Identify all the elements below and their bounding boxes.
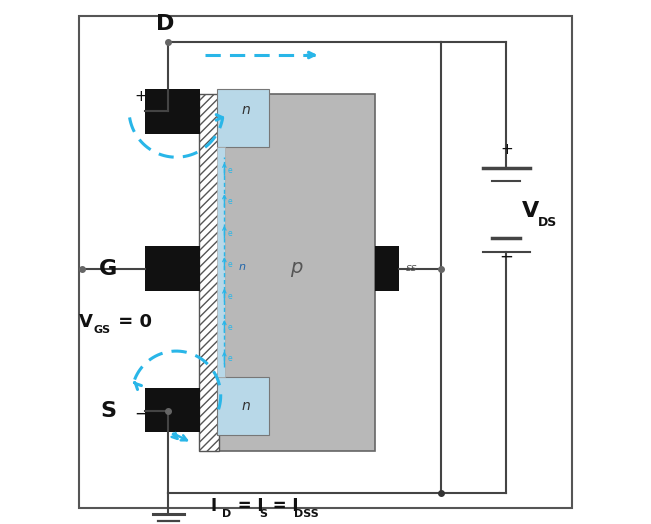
Bar bbox=[145, 89, 200, 134]
Bar bbox=[145, 246, 200, 291]
Text: GS: GS bbox=[93, 325, 111, 335]
Text: = I: = I bbox=[267, 497, 298, 515]
Text: V: V bbox=[79, 313, 93, 331]
Text: DSS: DSS bbox=[294, 508, 319, 519]
Text: −: − bbox=[499, 248, 513, 266]
Text: D: D bbox=[222, 508, 231, 519]
Bar bbox=[375, 246, 399, 291]
Text: S: S bbox=[100, 401, 116, 421]
Bar bbox=[217, 377, 270, 435]
Bar bbox=[217, 147, 225, 377]
Bar bbox=[145, 388, 200, 432]
Text: n: n bbox=[238, 262, 245, 272]
Text: +: + bbox=[500, 142, 512, 157]
Text: G: G bbox=[99, 259, 117, 279]
Text: ss: ss bbox=[406, 263, 417, 274]
Text: = I: = I bbox=[232, 497, 264, 515]
Bar bbox=[199, 94, 219, 451]
Text: I: I bbox=[210, 497, 216, 515]
Text: e: e bbox=[228, 291, 232, 301]
Text: V: V bbox=[522, 201, 539, 221]
Text: p: p bbox=[290, 258, 303, 277]
Text: DS: DS bbox=[538, 216, 557, 229]
Text: +: + bbox=[135, 90, 147, 104]
Text: e: e bbox=[228, 228, 232, 238]
Text: S: S bbox=[259, 508, 267, 519]
Text: D: D bbox=[156, 14, 175, 34]
Text: e: e bbox=[228, 260, 232, 269]
Text: = 0: = 0 bbox=[112, 313, 152, 331]
Text: n: n bbox=[242, 399, 250, 413]
Text: −: − bbox=[134, 405, 148, 423]
Text: e: e bbox=[228, 197, 232, 206]
Text: e: e bbox=[228, 354, 232, 364]
Bar bbox=[218, 94, 375, 451]
Text: e: e bbox=[228, 166, 232, 175]
Text: e: e bbox=[228, 323, 232, 332]
Text: n: n bbox=[242, 103, 250, 117]
Bar bbox=[217, 89, 270, 147]
